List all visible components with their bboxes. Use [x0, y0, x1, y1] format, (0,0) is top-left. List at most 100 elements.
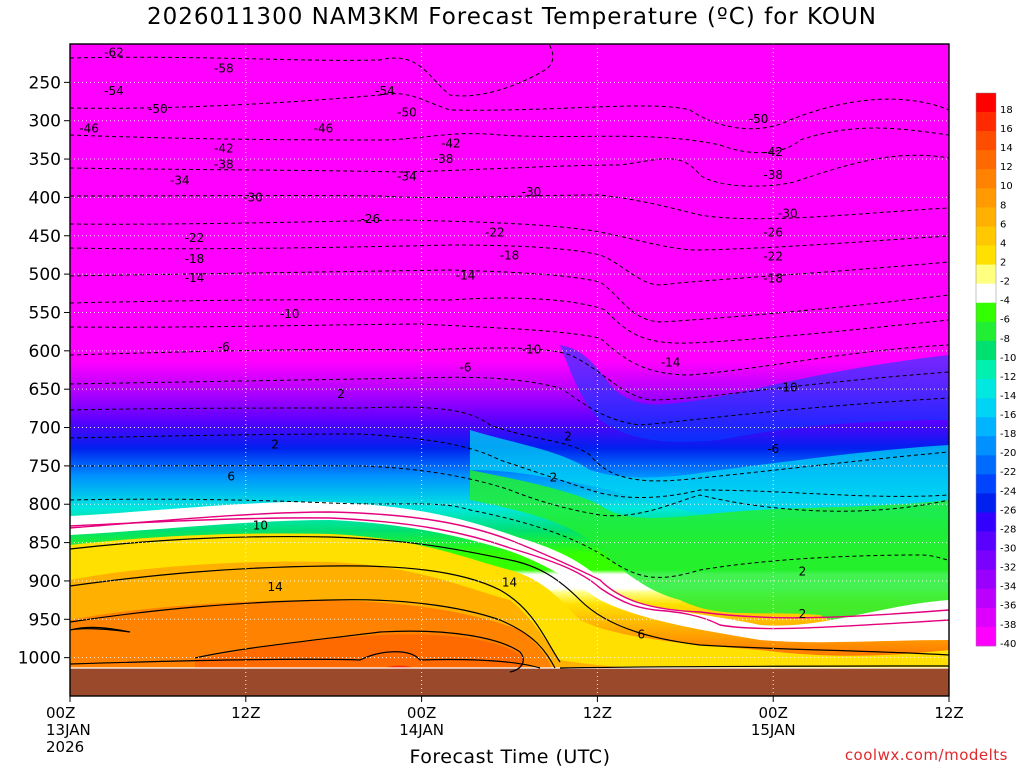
- colorbar-frame: [975, 92, 997, 647]
- colorbar-label: 12: [1000, 162, 1013, 173]
- contour-label: -6: [460, 361, 472, 375]
- pressure-tick-label: 800: [29, 495, 61, 515]
- contour-label: -10: [522, 342, 542, 356]
- cold-intrusion-blue: [560, 345, 949, 442]
- contour-label: -34: [170, 174, 190, 188]
- colorbar-swatch: [976, 169, 996, 189]
- contour-label: -62: [104, 45, 124, 59]
- colorbar: 18 16 14 12 10 8 6 4 2 -2 -4 -6 -8 -10 -12 -14 -16 -18 -20…: [975, 92, 1016, 650]
- colorbar-swatch: [976, 417, 996, 437]
- pressure-tick-label: 750: [29, 457, 61, 477]
- contour-label: 2: [271, 437, 279, 451]
- contour-label: -50: [148, 102, 168, 116]
- colorbar-label: 16: [1000, 124, 1013, 135]
- pressure-tick-label: 400: [29, 188, 61, 208]
- colorbar-label: -22: [1000, 467, 1016, 478]
- colorbar-swatch: [976, 588, 996, 609]
- colorbar-label: -18: [1000, 429, 1016, 440]
- contour-label: -18: [500, 249, 520, 263]
- contour-label: -22: [185, 231, 205, 245]
- positive-isotherms: [70, 535, 949, 673]
- pressure-tick-label: 900: [29, 572, 61, 592]
- time-tick-label: 15JAN: [751, 721, 796, 739]
- contour-label: -6: [767, 442, 779, 456]
- colorbar-swatch: [976, 226, 996, 246]
- colorbar-swatch: [976, 607, 996, 628]
- contour-label: -14: [185, 271, 205, 285]
- negative-isotherms: [70, 44, 949, 578]
- freezing-isotherm: [70, 511, 949, 630]
- contour-label: -38: [214, 157, 234, 171]
- contour-label: -38: [763, 168, 783, 182]
- time-tick-label: 00Z: [46, 704, 75, 722]
- contour-label: -42: [441, 137, 461, 151]
- contour-label: -42: [763, 145, 783, 159]
- colorbar-swatch: [976, 626, 996, 647]
- colorbar-label: 4: [1000, 238, 1006, 249]
- colorbar-label: 14: [1000, 143, 1013, 154]
- pressure-tick-label: 700: [29, 419, 61, 439]
- colorbar-label: -40: [1000, 639, 1016, 650]
- contour-label: -30: [778, 207, 798, 221]
- contour-label: -6: [218, 340, 230, 354]
- contour-label: 2: [337, 387, 345, 401]
- contour-label: -58: [214, 62, 234, 76]
- colorbar-swatch: [976, 207, 996, 227]
- colorbar-label: -36: [1000, 601, 1016, 612]
- time-tick-label: 12Z: [934, 704, 963, 722]
- time-tick-label: 2026: [46, 738, 84, 756]
- colorbar-swatch: [976, 93, 996, 113]
- colorbar-swatch: [976, 379, 996, 399]
- contour-label: 14: [502, 575, 517, 589]
- pressure-tick-label: 350: [29, 150, 61, 170]
- colorbar-swatch: [976, 264, 996, 284]
- pressure-tick-label: 650: [29, 380, 61, 400]
- colorbar-swatch: [976, 474, 996, 494]
- contour-label: 2: [799, 565, 807, 579]
- colorbar-swatch: [976, 150, 996, 170]
- contour-label: -30: [243, 190, 263, 204]
- pressure-tick-label: 550: [29, 303, 61, 323]
- colorbar-label: -20: [1000, 448, 1016, 459]
- colorbar-swatch: [976, 340, 996, 361]
- pressure-tick-label: 600: [29, 342, 61, 362]
- pressure-tick-label: 950: [29, 610, 61, 630]
- contour-label: -14: [661, 355, 681, 369]
- colorbar-label: 8: [1000, 200, 1006, 211]
- contour-label: -10: [778, 381, 798, 395]
- contour-label: 2: [564, 430, 572, 444]
- cold-intrusion-green: [470, 470, 949, 624]
- time-tick-label: 00Z: [759, 704, 788, 722]
- colorbar-swatch: [976, 493, 996, 513]
- contour-label: -30: [522, 185, 542, 199]
- pressure-tick-label: 450: [29, 227, 61, 247]
- contour-label: 10: [253, 519, 268, 533]
- time-tick-label: 14JAN: [399, 721, 444, 739]
- colorbar-label: -12: [1000, 372, 1016, 383]
- colorbar-label: -4: [1000, 296, 1010, 307]
- contour-label: -22: [763, 249, 783, 263]
- cold-intrusion-cyan: [470, 430, 949, 520]
- contour-label: -50: [397, 105, 417, 119]
- colorbar-label: 10: [1000, 181, 1013, 192]
- contour-label: -46: [79, 121, 99, 135]
- contour-label: -18: [185, 252, 205, 266]
- contour-label: -18: [763, 272, 783, 286]
- ground: [70, 668, 949, 696]
- time-tick-label: 12Z: [231, 704, 260, 722]
- colorbar-swatch: [976, 131, 996, 151]
- contour-label: -14: [456, 269, 476, 283]
- pressure-tick-label: 250: [29, 73, 61, 93]
- colorbar-label: -24: [1000, 486, 1016, 497]
- plot-area: -62-58-54 -54-50 -50 -50-46 -46-42 -42-42-38-…: [70, 44, 949, 696]
- time-tick-label: 00Z: [407, 704, 436, 722]
- chart-title: 2026011300 NAM3KM Forecast Temperature (…: [147, 4, 877, 30]
- colorbar-swatch: [976, 359, 996, 380]
- time-tick-label: 12Z: [583, 704, 612, 722]
- contour-label: -54: [104, 84, 124, 98]
- colorbar-label: -10: [1000, 353, 1016, 364]
- pressure-tick-label: 1000: [18, 649, 61, 669]
- colorbar-label: -16: [1000, 410, 1016, 421]
- contour-label: -26: [361, 212, 381, 226]
